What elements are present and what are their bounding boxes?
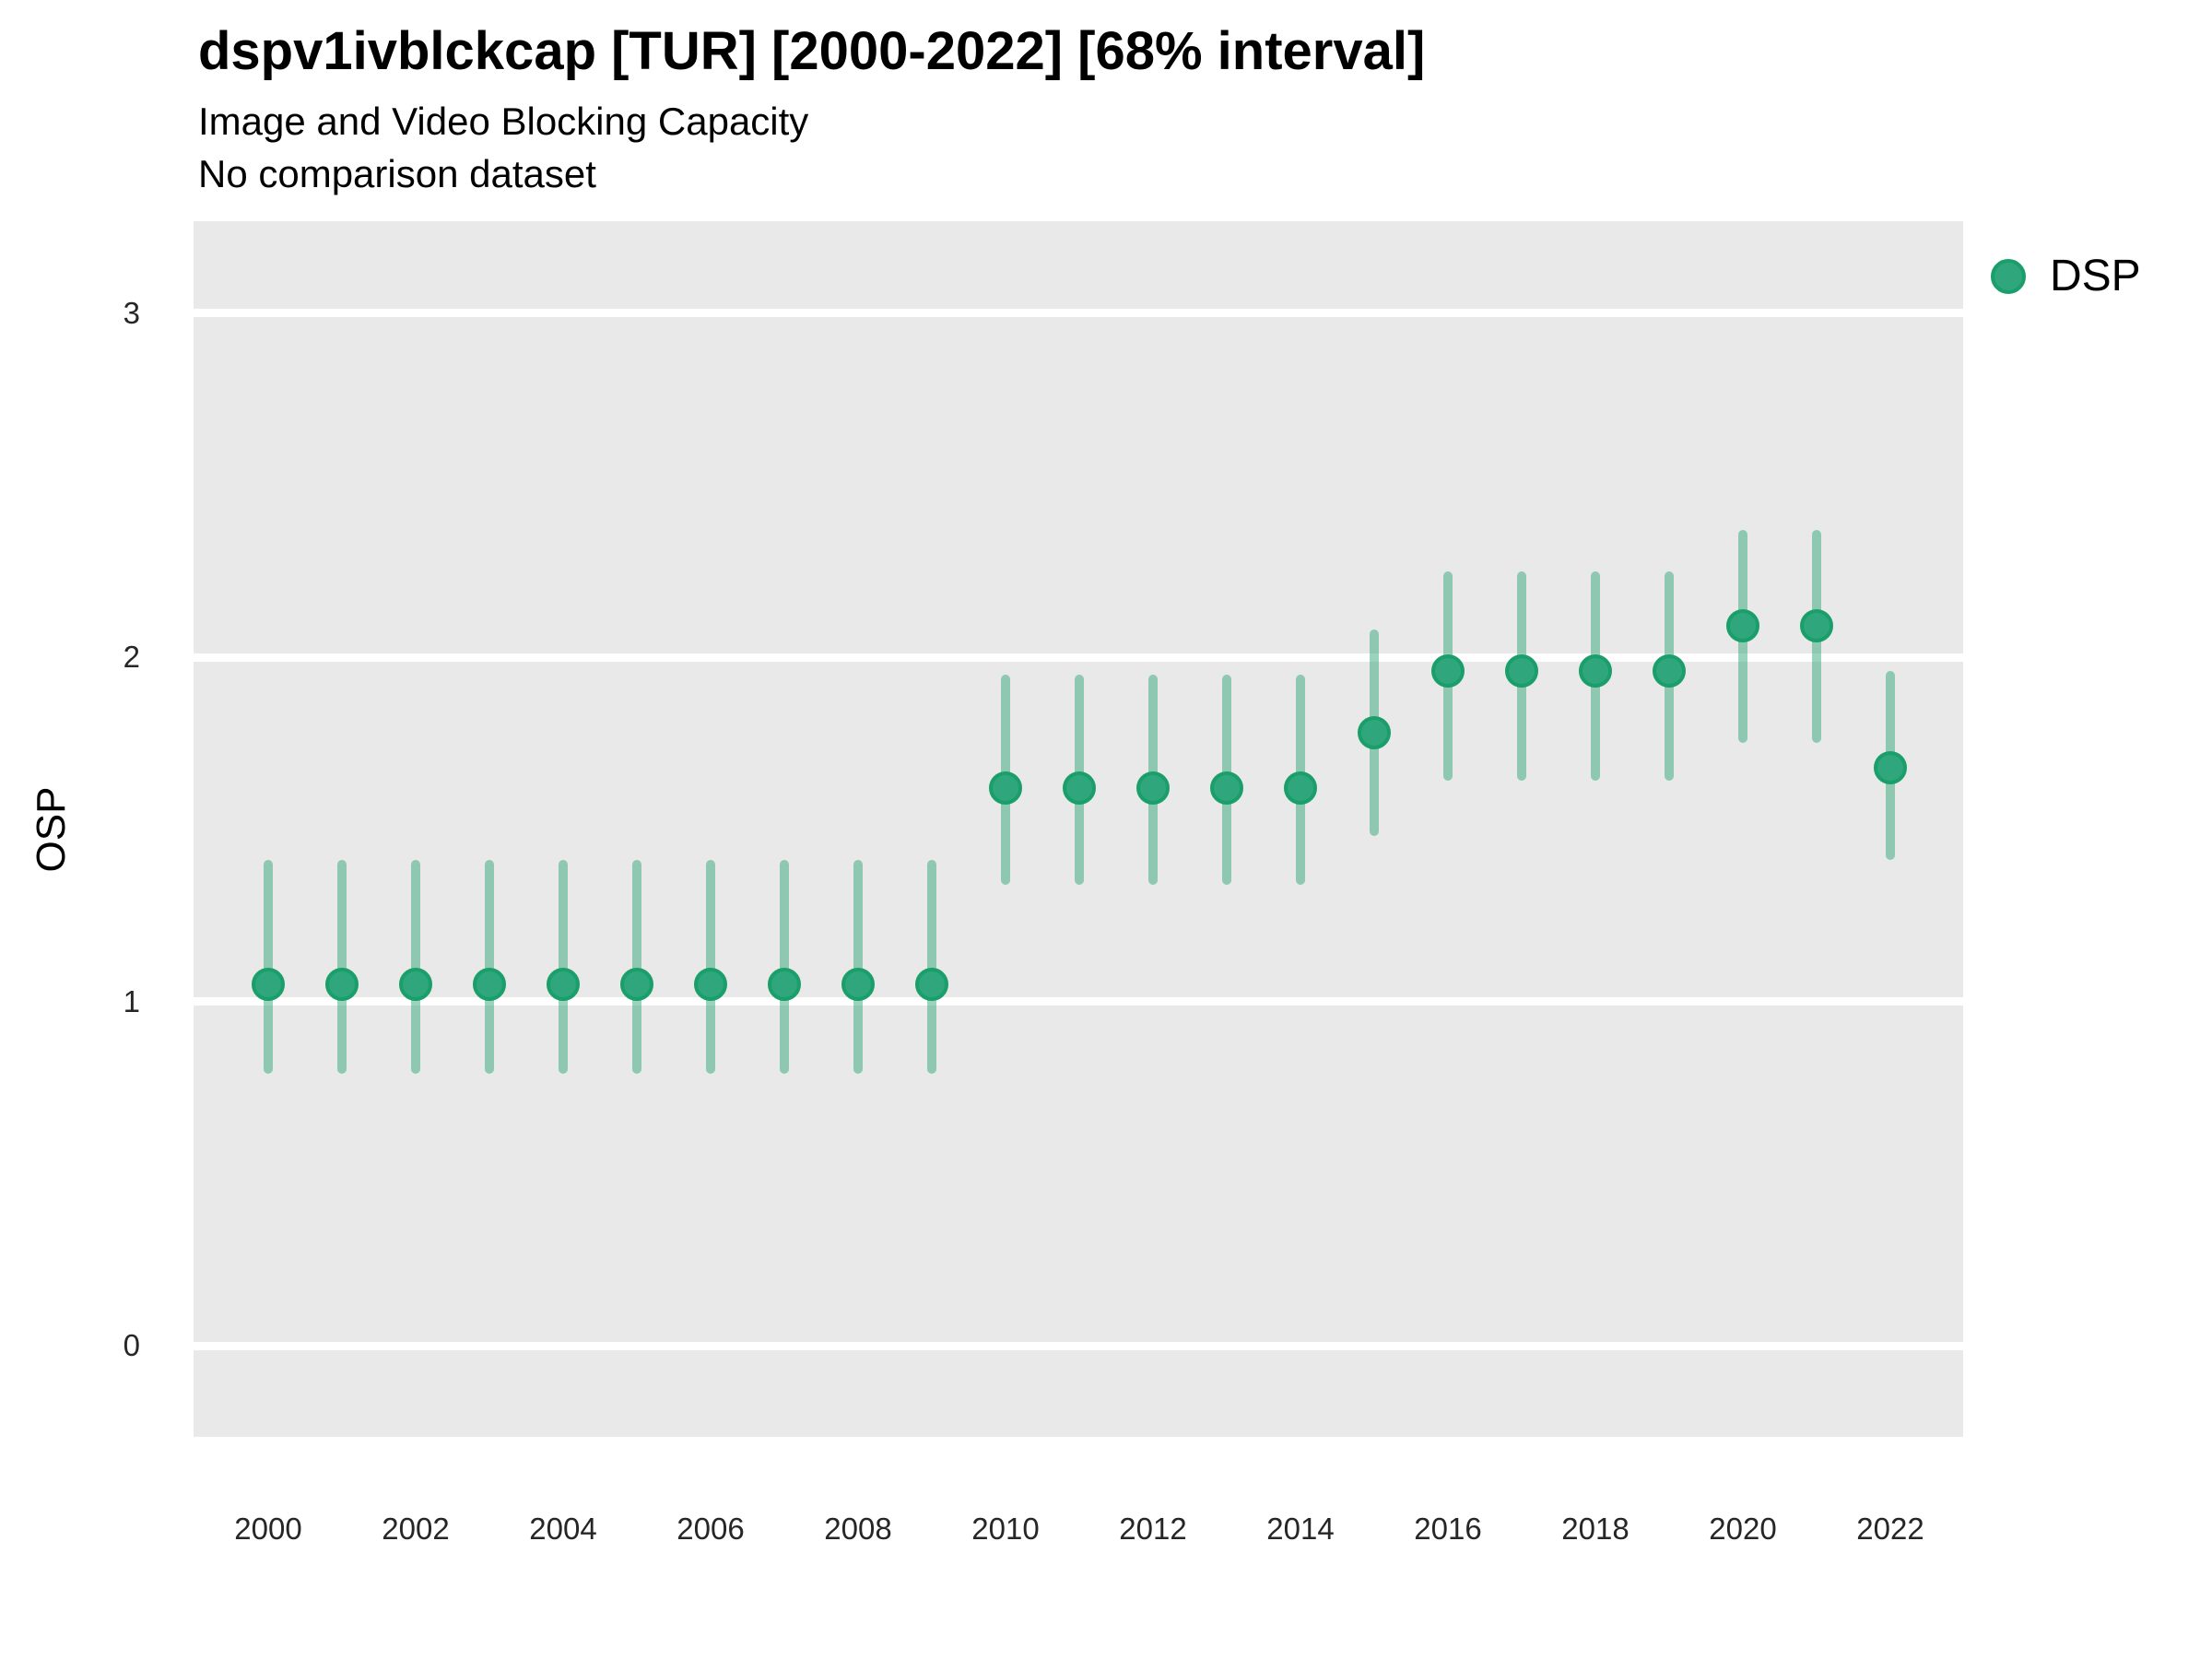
- point-2009: [915, 967, 948, 1001]
- errorbar-2000: [264, 860, 273, 1074]
- point-2000: [252, 967, 285, 1001]
- point-2012: [1136, 771, 1170, 805]
- x-tick-2020: 2020: [1709, 1512, 1777, 1546]
- y-tick-3: 3: [123, 295, 140, 330]
- errorbar-2008: [853, 860, 863, 1074]
- x-tick-2012: 2012: [1119, 1512, 1187, 1546]
- point-2021: [1800, 609, 1833, 643]
- x-tick-2016: 2016: [1414, 1512, 1482, 1546]
- point-2002: [399, 967, 432, 1001]
- y-tick-0: 0: [123, 1328, 140, 1362]
- legend-point-swatch: [1991, 258, 2026, 294]
- errorbar-2002: [411, 860, 420, 1074]
- point-2013: [1210, 771, 1243, 805]
- point-2019: [1653, 653, 1686, 688]
- errorbar-2003: [485, 860, 494, 1074]
- point-2004: [547, 967, 580, 1001]
- point-2018: [1579, 653, 1612, 688]
- x-tick-2008: 2008: [824, 1512, 892, 1546]
- gridline-y-0: [194, 1341, 1963, 1350]
- chart-title: dspv1ivblckcap [TUR] [2000-2022] [68% in…: [198, 21, 1426, 81]
- y-tick-2: 2: [123, 640, 140, 674]
- point-2005: [620, 967, 653, 1001]
- x-tick-2000: 2000: [234, 1512, 302, 1546]
- point-2016: [1431, 653, 1465, 688]
- legend: DSP: [1991, 251, 2141, 301]
- errorbar-2005: [632, 860, 641, 1074]
- point-2022: [1874, 750, 1907, 784]
- errorbar-2007: [780, 860, 789, 1074]
- x-tick-2022: 2022: [1856, 1512, 1924, 1546]
- x-tick-2014: 2014: [1266, 1512, 1335, 1546]
- gridline-y-2: [194, 653, 1963, 662]
- errorbar-2004: [559, 860, 568, 1074]
- chart-subtitle-line1: Image and Video Blocking Capacity: [198, 100, 809, 143]
- x-tick-2002: 2002: [382, 1512, 450, 1546]
- point-2011: [1063, 771, 1096, 805]
- point-2007: [768, 967, 801, 1001]
- gridline-y-1: [194, 997, 1963, 1006]
- point-2010: [989, 771, 1022, 805]
- point-2020: [1726, 609, 1759, 643]
- errorbar-2006: [706, 860, 715, 1074]
- x-tick-2018: 2018: [1561, 1512, 1630, 1546]
- point-2003: [473, 967, 506, 1001]
- point-2015: [1358, 716, 1391, 750]
- errorbar-2009: [927, 860, 936, 1074]
- point-2014: [1284, 771, 1317, 805]
- point-2001: [325, 967, 359, 1001]
- y-axis-title: OSP: [29, 786, 74, 873]
- x-tick-2004: 2004: [529, 1512, 597, 1546]
- x-tick-2006: 2006: [677, 1512, 745, 1546]
- errorbar-2001: [337, 860, 347, 1074]
- legend-label: DSP: [2050, 252, 2141, 300]
- chart-panel: [194, 221, 1963, 1437]
- gridline-y-3: [194, 309, 1963, 317]
- y-tick-1: 1: [123, 983, 140, 1018]
- x-tick-2010: 2010: [971, 1512, 1040, 1546]
- point-2006: [694, 967, 727, 1001]
- point-2017: [1505, 653, 1538, 688]
- point-2008: [841, 967, 875, 1001]
- chart-subtitle-line2: No comparison dataset: [198, 152, 596, 195]
